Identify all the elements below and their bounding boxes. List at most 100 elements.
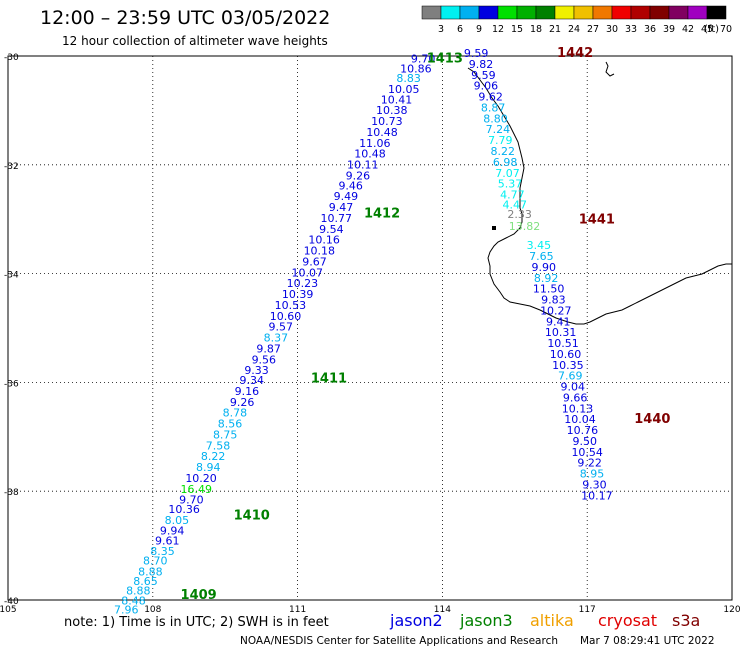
colorbar-label: 24	[568, 24, 580, 35]
colorbar-label: 39	[663, 24, 675, 35]
wave-height-value: 10.60	[550, 348, 582, 361]
wave-height-value: 9.41	[546, 315, 571, 328]
colorbar-swatch	[535, 5, 556, 20]
orbit-pass-label: 1410	[234, 508, 270, 523]
colorbar-swatch	[668, 5, 689, 20]
wave-height-value: 10.11	[347, 159, 379, 172]
colorbar-swatch	[611, 5, 632, 20]
wave-height-value: 9.46	[338, 179, 363, 192]
coastline	[467, 61, 732, 325]
wave-height-value: 9.66	[563, 391, 588, 404]
colorbar-swatch	[478, 5, 499, 20]
wave-height-value: 9.82	[469, 58, 494, 71]
wave-height-value: 8.37	[264, 332, 289, 345]
wave-height-value: 9.90	[532, 261, 557, 274]
wave-height-value: 9.67	[302, 255, 327, 268]
header: 12:00 – 23:59 UTC 03/05/2022 12 hour col…	[40, 7, 330, 48]
wave-height-value: 10.73	[371, 115, 403, 128]
wave-height-value: 10.77	[320, 212, 352, 225]
wave-height-value: 9.87	[256, 342, 281, 355]
colorbar-swatch	[554, 5, 575, 20]
wave-height-value: 9.34	[239, 374, 264, 387]
wave-height-value: 13.82	[509, 220, 541, 233]
wave-height-value: 9.94	[160, 525, 185, 538]
footer-timestamp: Mar 7 08:29:41 UTC 2022	[580, 635, 715, 647]
wave-height-value: 10.41	[381, 93, 413, 106]
colorbar-swatch	[421, 5, 442, 20]
colorbar: 3 6 9 12 15 18 21 24 27 30 33 36 39 42 45 70	[421, 5, 732, 35]
wave-height-value: 2.33	[507, 208, 532, 221]
wave-height-value: 9.54	[319, 223, 344, 236]
colorbar-label: 33	[625, 24, 637, 35]
colorbar-swatch	[459, 5, 480, 20]
wave-height-value: 7.07	[495, 167, 520, 180]
colorbar-label: 21	[549, 24, 561, 35]
latitude-tick-labels: -30 -32 -34 -36 -38 -40	[4, 53, 19, 607]
wave-height-value: 8.94	[196, 461, 221, 474]
colorbar-label: 70	[720, 24, 732, 35]
wave-height-value: 9.04	[560, 381, 585, 394]
lon-tick-label: 105	[0, 605, 17, 615]
legend-altika: altika	[530, 611, 574, 630]
wave-height-value: 10.27	[540, 304, 572, 317]
wave-height-value: 10.76	[567, 424, 599, 437]
wave-height-value: 9.61	[155, 535, 180, 548]
wave-height-value: 7.69	[558, 370, 583, 383]
wave-height-value: 9.22	[577, 457, 602, 470]
wave-height-value: 8.83	[396, 72, 421, 85]
wave-height-value: 10.54	[571, 446, 603, 459]
colorbar-label: 18	[530, 24, 542, 35]
wave-height-value: 8.75	[213, 428, 238, 441]
wave-height-value: 10.53	[275, 299, 307, 312]
colorbar-swatch	[440, 5, 461, 20]
page-title: 12:00 – 23:59 UTC 03/05/2022	[40, 7, 330, 29]
wave-height-value: 3.45	[527, 239, 552, 252]
wave-height-value: 8.65	[133, 575, 158, 588]
cape-marker	[492, 226, 496, 230]
wave-height-value: 10.39	[282, 288, 314, 301]
shark-bay-coast	[605, 61, 615, 77]
lat-tick-label: -38	[4, 488, 19, 498]
gridlines	[8, 56, 732, 600]
colorbar-label: 3	[438, 24, 444, 35]
wave-height-value: 8.70	[143, 555, 168, 568]
wave-height-value: 9.57	[268, 321, 293, 334]
wave-height-value: 9.59	[464, 47, 489, 60]
colorbar-label: 30	[606, 24, 618, 35]
wave-height-value: 7.79	[488, 134, 513, 147]
wave-height-value: 10.48	[354, 148, 386, 161]
colorbar-swatch	[687, 5, 708, 20]
colorbar-label: 9	[476, 24, 482, 35]
wave-height-value: 4.47	[503, 198, 528, 211]
wave-height-value: 7.96	[114, 604, 139, 617]
lon-tick-label: 114	[434, 605, 451, 615]
colorbar-swatch	[573, 5, 594, 20]
colorbar-label: 12	[492, 24, 504, 35]
wave-height-value: 8.22	[201, 450, 226, 463]
wave-height-value: 8.88	[126, 585, 151, 598]
lon-tick-label: 117	[579, 605, 596, 615]
wave-height-value: 10.51	[547, 337, 579, 350]
wave-height-value: 11.06	[359, 137, 391, 150]
legend-jason3: jason3	[459, 611, 513, 630]
wave-height-value: 8.22	[490, 145, 515, 158]
map-frame	[7, 55, 733, 601]
wave-height-value: 9.06	[474, 80, 499, 93]
wave-height-value: 10.48	[366, 126, 398, 139]
colorbar-unit: (ft)	[704, 24, 719, 35]
lat-tick-label: -30	[4, 53, 19, 63]
legend-cryosat: cryosat	[598, 611, 657, 630]
wave-height-value: 8.87	[481, 101, 506, 114]
wave-height-value: 16.49	[180, 483, 212, 496]
wave-height-value: 10.04	[564, 413, 596, 426]
wave-height-value: 9.83	[541, 294, 566, 307]
satellite-legend: jason2 jason3 altika cryosat s3a	[389, 611, 700, 630]
lat-tick-label: -34	[4, 271, 19, 281]
wave-height-value: 6.98	[493, 156, 518, 169]
orbit-pass-labels: 1442 1441 1440 1413 1412 1411 1410 1409	[181, 46, 671, 603]
colorbar-label: 15	[511, 24, 523, 35]
legend-s3a: s3a	[672, 611, 700, 630]
wave-height-value: 8.56	[218, 418, 243, 431]
orbit-pass-label: 1442	[557, 46, 593, 61]
